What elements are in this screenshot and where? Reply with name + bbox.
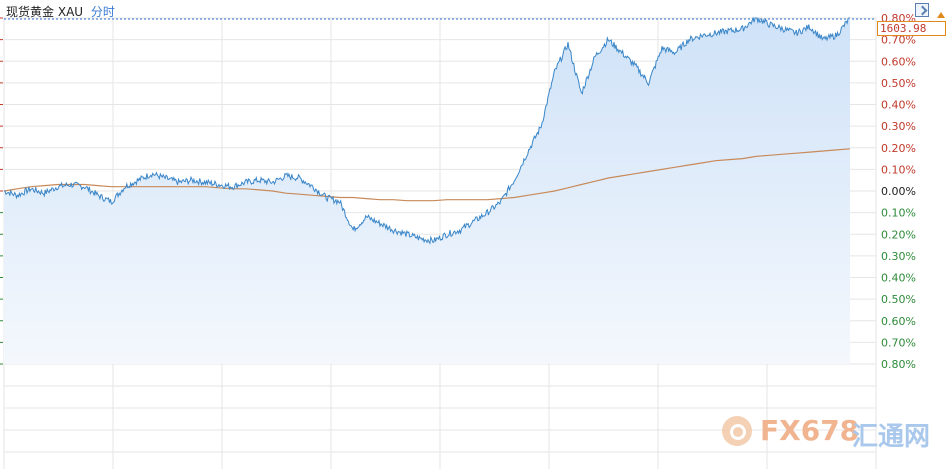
y-tick-label: 0.70% — [881, 34, 916, 47]
fx678-logo-icon — [722, 416, 752, 446]
average-price-line — [3, 148, 851, 202]
up-arrow-icon — [937, 12, 945, 18]
y-tick-label: 0.20% — [881, 228, 916, 241]
chart-header: 现货黄金 XAU 分时 — [6, 3, 115, 20]
current-price-label: 1603.98 — [877, 21, 946, 36]
expand-icon[interactable] — [915, 3, 929, 17]
y-tick-label: 0.60% — [881, 315, 916, 328]
y-tick-label: 0.00% — [881, 185, 916, 198]
y-tick-label: 0.40% — [881, 272, 916, 285]
timeframe-label[interactable]: 分时 — [90, 5, 115, 19]
price-line — [3, 16, 850, 245]
y-tick-label: 0.60% — [881, 55, 916, 68]
y-tick-label: 0.70% — [881, 336, 916, 349]
y-tick-label: 0.80% — [881, 358, 916, 371]
y-tick-label: 0.10% — [881, 207, 916, 220]
y-tick-label: 0.50% — [881, 293, 916, 306]
y-tick-label: 0.40% — [881, 99, 916, 112]
instrument-code: XAU — [57, 5, 84, 19]
price-area — [4, 18, 850, 364]
instrument-name: 现货黄金 — [6, 5, 55, 19]
y-tick-label: 0.50% — [881, 77, 916, 90]
y-tick-label: 0.10% — [881, 163, 916, 176]
y-tick-label: 0.20% — [881, 142, 916, 155]
watermark-chinese: 汇通网 — [852, 422, 931, 452]
y-tick-label: 0.30% — [881, 120, 916, 133]
watermark-latin: FX678 — [760, 414, 860, 447]
y-tick-label: 0.30% — [881, 250, 916, 263]
